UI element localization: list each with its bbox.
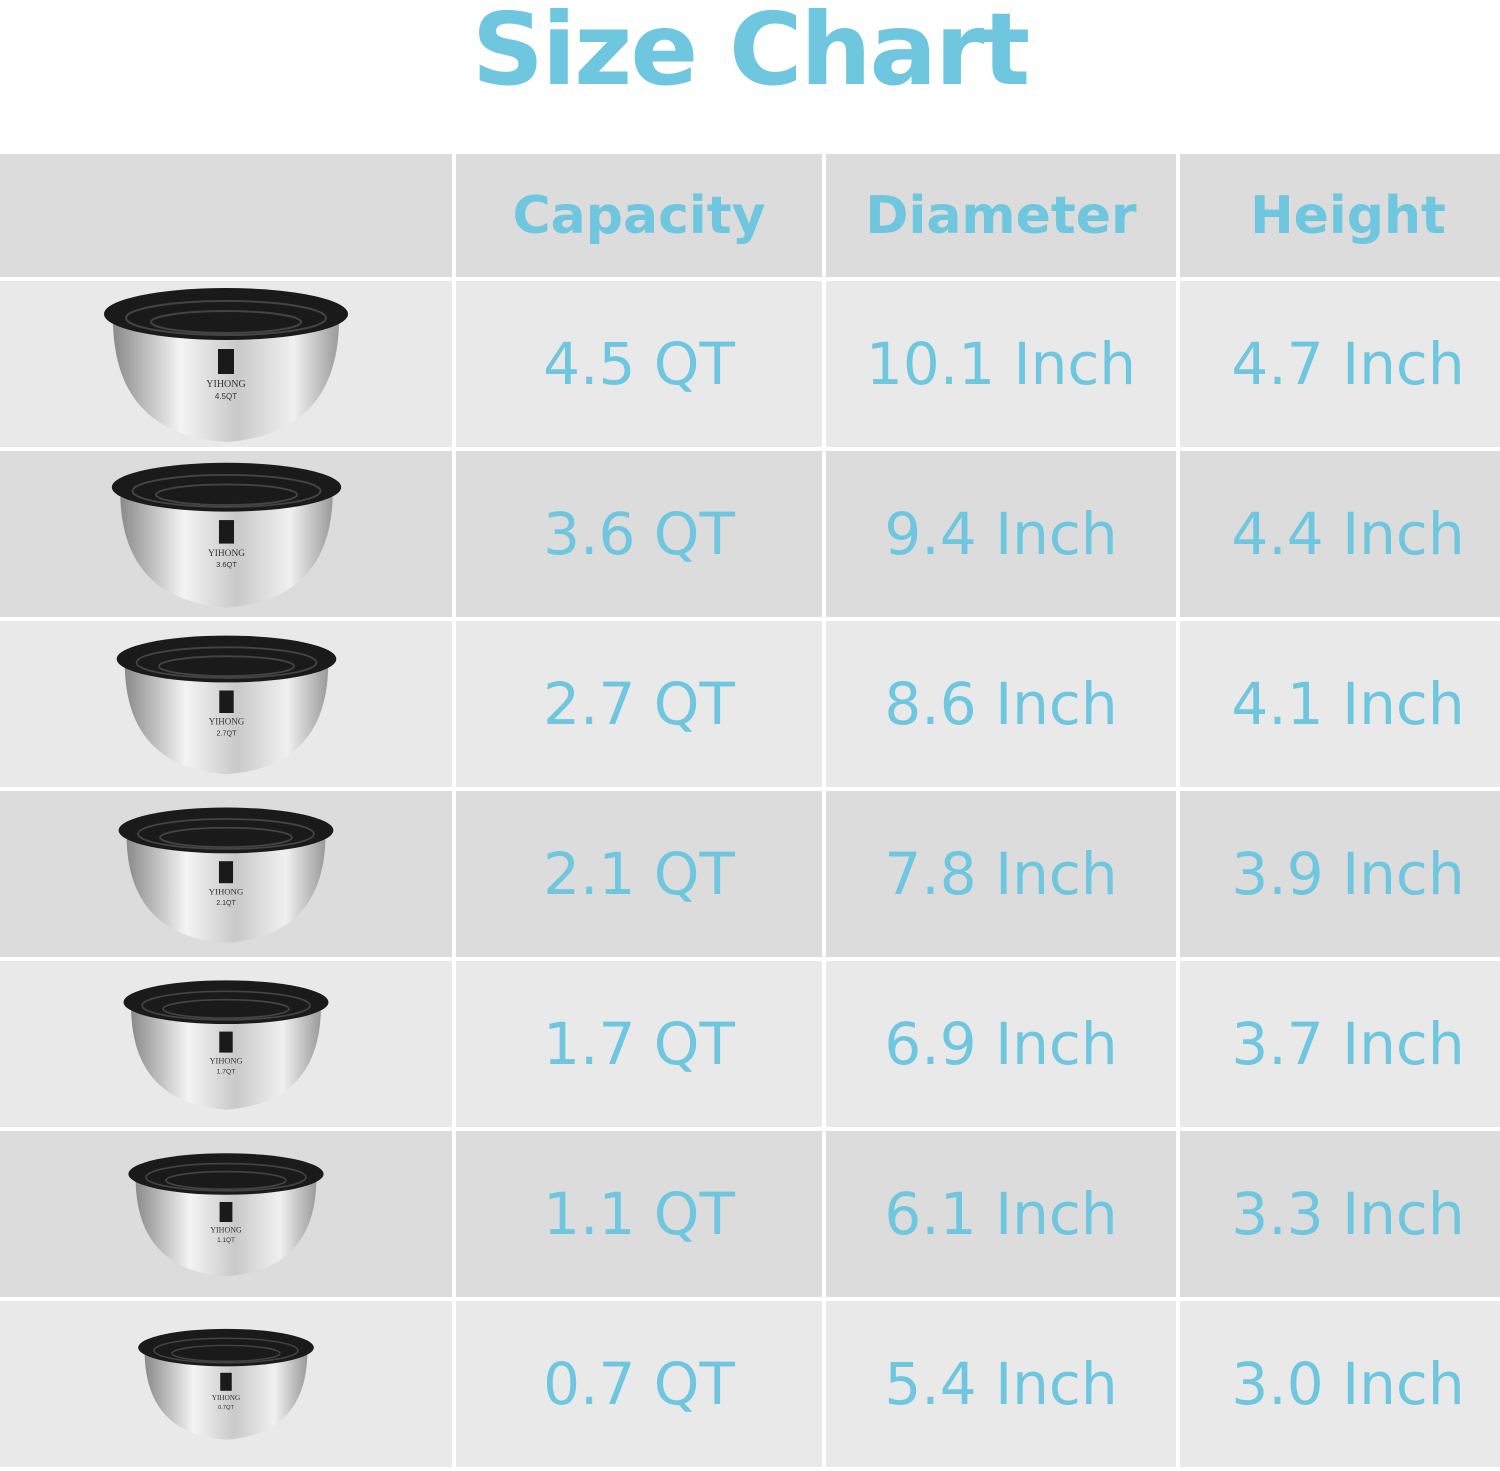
size-table: Capacity Diameter Height YIHONG 4.5QT 4.… — [0, 150, 1500, 1471]
height-cell: 3.9 Inch — [1180, 791, 1500, 957]
bowl-image-cell: YIHONG 0.7QT — [0, 1301, 452, 1467]
bowl-icon: YIHONG 3.6QT — [111, 462, 341, 608]
diameter-cell: 7.8 Inch — [826, 791, 1176, 957]
page-title: Size Chart — [471, 0, 1030, 108]
table-row: YIHONG 3.6QT 3.6 QT 9.4 Inch 4.4 Inch — [0, 451, 1500, 617]
diameter-cell: 6.1 Inch — [826, 1131, 1176, 1297]
capacity-cell: 4.5 QT — [456, 281, 822, 447]
header-row: Capacity Diameter Height — [0, 154, 1500, 277]
diameter-cell: 9.4 Inch — [826, 451, 1176, 617]
capacity-cell: 0.7 QT — [456, 1301, 822, 1467]
diameter-cell: 5.4 Inch — [826, 1301, 1176, 1467]
table-row: YIHONG 0.7QT 0.7 QT 5.4 Inch 3.0 Inch — [0, 1301, 1500, 1467]
bowl-brand: YIHONG — [209, 886, 244, 896]
table-row: YIHONG 4.5QT 4.5 QT 10.1 Inch 4.7 Inch — [0, 281, 1500, 447]
header-height: Height — [1180, 154, 1500, 277]
diameter-cell: 6.9 Inch — [826, 961, 1176, 1127]
bowl-label: 0.7QT — [218, 1405, 234, 1411]
height-cell: 4.7 Inch — [1180, 281, 1500, 447]
capacity-cell: 2.7 QT — [456, 621, 822, 787]
height-cell: 3.7 Inch — [1180, 961, 1500, 1127]
bowl-image-cell: YIHONG 2.1QT — [0, 791, 452, 957]
table-row: YIHONG 1.1QT 1.1 QT 6.1 Inch 3.3 Inch — [0, 1131, 1500, 1297]
bowl-label: 2.1QT — [216, 900, 236, 907]
bowl-icon: YIHONG 1.1QT — [128, 1153, 324, 1277]
bowl-brand: YIHONG — [206, 379, 245, 390]
height-cell: 4.4 Inch — [1180, 451, 1500, 617]
header-image — [0, 154, 452, 277]
height-cell: 4.1 Inch — [1180, 621, 1500, 787]
bowl-label: 1.1QT — [217, 1237, 235, 1244]
table-row: YIHONG 2.1QT 2.1 QT 7.8 Inch 3.9 Inch — [0, 791, 1500, 957]
bowl-icon: YIHONG 4.5QT — [104, 288, 348, 442]
bowl-icon: YIHONG 2.1QT — [118, 807, 334, 943]
capacity-cell: 1.7 QT — [456, 961, 822, 1127]
bowl-icon: YIHONG 0.7QT — [138, 1329, 314, 1441]
bowl-brand: YIHONG — [209, 1056, 242, 1065]
bowl-brand: YIHONG — [208, 549, 245, 559]
bowl-brand: YIHONG — [208, 717, 244, 727]
bowl-brand: YIHONG — [210, 1225, 242, 1234]
capacity-cell: 2.1 QT — [456, 791, 822, 957]
bowl-image-cell: YIHONG 2.7QT — [0, 621, 452, 787]
bowl-label: 2.7QT — [216, 729, 237, 738]
header-diameter: Diameter — [826, 154, 1176, 277]
bowl-icon: YIHONG 2.7QT — [116, 635, 336, 775]
bowl-image-cell: YIHONG 3.6QT — [0, 451, 452, 617]
diameter-cell: 8.6 Inch — [826, 621, 1176, 787]
bowl-label: 4.5QT — [215, 392, 237, 401]
height-cell: 3.3 Inch — [1180, 1131, 1500, 1297]
capacity-cell: 1.1 QT — [456, 1131, 822, 1297]
bowl-label: 3.6QT — [216, 560, 237, 569]
bowl-image-cell: YIHONG 1.7QT — [0, 961, 452, 1127]
bowl-icon: YIHONG 1.7QT — [123, 980, 329, 1110]
bowl-label: 1.7QT — [217, 1068, 236, 1075]
height-cell: 3.0 Inch — [1180, 1301, 1500, 1467]
bowl-image-cell: YIHONG 4.5QT — [0, 281, 452, 447]
capacity-cell: 3.6 QT — [456, 451, 822, 617]
bowl-image-cell: YIHONG 1.1QT — [0, 1131, 452, 1297]
header-capacity: Capacity — [456, 154, 822, 277]
diameter-cell: 10.1 Inch — [826, 281, 1176, 447]
table-row: YIHONG 2.7QT 2.7 QT 8.6 Inch 4.1 Inch — [0, 621, 1500, 787]
table-row: YIHONG 1.7QT 1.7 QT 6.9 Inch 3.7 Inch — [0, 961, 1500, 1127]
bowl-brand: YIHONG — [212, 1395, 240, 1403]
